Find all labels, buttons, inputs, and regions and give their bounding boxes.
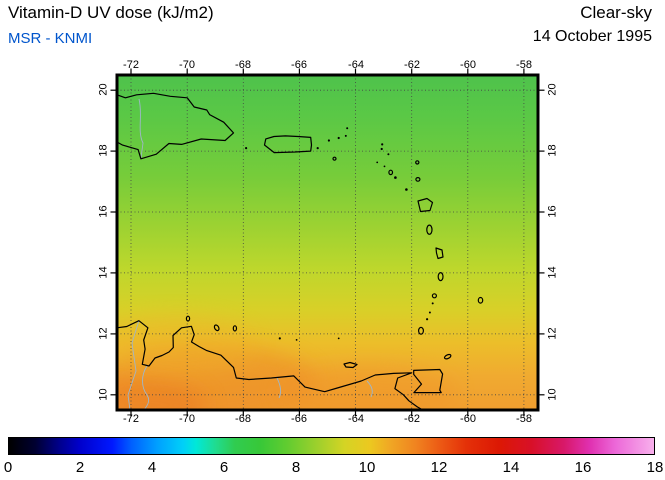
colorbar-tick-label: 0 xyxy=(3,459,13,476)
colorbar-tick-label: 4 xyxy=(147,459,157,476)
colorbar-tick-label: 8 xyxy=(291,459,301,476)
lon-tick-label-top: -66 xyxy=(291,59,307,71)
page-title: Vitamin-D UV dose (kJ/m2) xyxy=(8,3,214,22)
lat-tick-label-left: 16 xyxy=(97,205,110,218)
lon-tick-label-bottom: -62 xyxy=(404,413,420,425)
coast-st-kitts xyxy=(388,169,394,176)
lat-tick-label-left: 18 xyxy=(97,144,110,157)
map-frame xyxy=(115,73,540,412)
coast-puerto-rico xyxy=(263,135,313,154)
colorbar-tick-label: 18 xyxy=(646,459,664,476)
coast-martinique xyxy=(435,247,444,260)
lat-tick-label-right: 14 xyxy=(546,266,559,279)
lat-tick-label-right: 20 xyxy=(546,83,559,96)
lat-tick-label-right: 16 xyxy=(546,205,559,218)
colorbar-tick-label: 2 xyxy=(75,459,85,476)
lat-tick-label-left: 10 xyxy=(97,388,110,401)
lat-tick-label-right: 18 xyxy=(546,144,559,157)
lon-tick-label-top: -60 xyxy=(460,59,476,71)
lon-tick-label-top: -62 xyxy=(404,59,420,71)
coast-bonaire xyxy=(232,325,238,332)
small-islands xyxy=(245,127,434,341)
coast-curacao xyxy=(213,324,220,332)
source-label: MSR - KNMI xyxy=(8,30,93,47)
coast-margarita xyxy=(343,361,358,369)
coast-st-lucia xyxy=(437,272,444,282)
coast-grenada xyxy=(418,326,425,335)
coast-barbados xyxy=(477,296,484,304)
lat-tick-label-right: 10 xyxy=(546,388,559,401)
coast-guadeloupe xyxy=(417,197,434,213)
uv-field xyxy=(117,75,538,410)
coast-antigua xyxy=(415,176,421,182)
coast-aruba xyxy=(185,315,191,322)
colorbar-tick-label: 6 xyxy=(219,459,229,476)
coast-st-croix xyxy=(332,156,337,161)
lon-tick-label-top: -68 xyxy=(235,59,251,71)
map-panel xyxy=(110,68,545,417)
lat-tick-label-left: 14 xyxy=(97,266,110,279)
map-canvas xyxy=(110,68,545,417)
lon-tick-label-top: -64 xyxy=(348,59,364,71)
date-label: 14 October 1995 xyxy=(532,28,652,45)
lon-tick-label-top: -58 xyxy=(516,59,532,71)
coast-tobago xyxy=(443,353,452,360)
lon-tick-label-bottom: -72 xyxy=(123,413,139,425)
lon-tick-label-top: -70 xyxy=(179,59,195,71)
lat-tick-label-right: 12 xyxy=(546,327,559,340)
colorbar xyxy=(8,437,655,455)
sky-condition-label: Clear-sky xyxy=(580,3,652,22)
lon-tick-label-top: -72 xyxy=(123,59,139,71)
lon-tick-label-bottom: -66 xyxy=(291,413,307,425)
lon-tick-label-bottom: -68 xyxy=(235,413,251,425)
lon-tick-label-bottom: -70 xyxy=(179,413,195,425)
coast-trinidad xyxy=(413,368,444,394)
colorbar-tick-label: 12 xyxy=(430,459,448,476)
coast-barbuda xyxy=(415,160,420,165)
colorbar-tick-label: 16 xyxy=(574,459,592,476)
lat-tick-label-left: 12 xyxy=(97,327,110,340)
lon-tick-label-bottom: -60 xyxy=(460,413,476,425)
gridlines xyxy=(117,75,538,410)
colorbar-tick-label: 14 xyxy=(502,459,520,476)
lat-tick-label-left: 20 xyxy=(97,83,110,96)
coastlines xyxy=(116,92,484,411)
lon-tick-label-bottom: -64 xyxy=(348,413,364,425)
colorbar-tick-label: 10 xyxy=(358,459,376,476)
lon-tick-label-bottom: -58 xyxy=(516,413,532,425)
coast-st-vincent xyxy=(431,293,437,299)
coast-dominica xyxy=(426,224,433,235)
map-frame-ticks xyxy=(110,68,545,417)
country-borders xyxy=(127,98,373,411)
coast-venezuela xyxy=(116,320,424,411)
coast-hispaniola xyxy=(116,92,235,160)
